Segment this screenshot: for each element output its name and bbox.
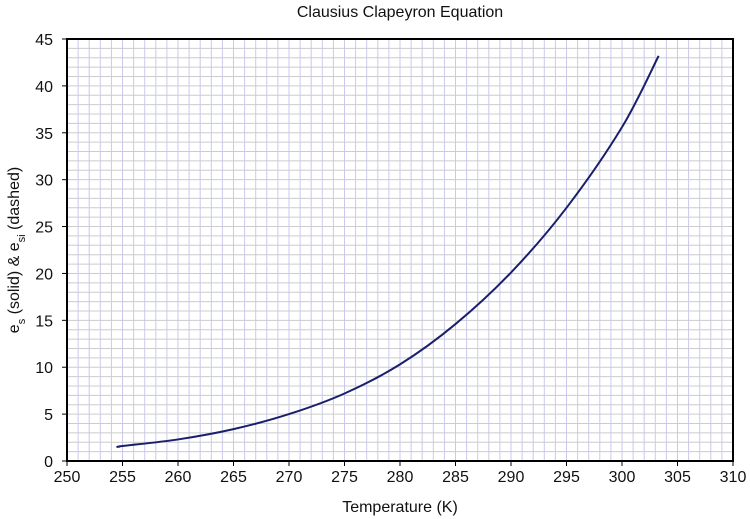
- x-tick-label: 295: [553, 469, 580, 486]
- x-tick-label: 265: [220, 469, 247, 486]
- x-tick-label: 305: [664, 469, 691, 486]
- y-tick-label: 5: [44, 407, 53, 424]
- x-tick-label: 285: [442, 469, 469, 486]
- x-axis-ticks: 250 255 260 265 270 275 280 285 290 295 300 305 310: [54, 461, 747, 486]
- grid-lines: [66, 38, 734, 462]
- y-tick-label: 0: [44, 454, 53, 471]
- x-tick-label: 275: [331, 469, 358, 486]
- y-tick-label: 45: [35, 32, 53, 49]
- x-tick-label: 290: [498, 469, 525, 486]
- es-solid-series-line: [116, 55, 660, 448]
- plot-area: [116, 55, 660, 448]
- x-tick-label: 260: [165, 469, 192, 486]
- x-tick-label: 255: [109, 469, 136, 486]
- y-tick-label: 10: [35, 360, 53, 377]
- y-tick-label: 40: [35, 79, 53, 96]
- x-tick-label: 310: [720, 469, 747, 486]
- x-tick-label: 270: [276, 469, 303, 486]
- y-tick-label: 35: [35, 126, 53, 143]
- y-axis-ticks: 0 5 10 15 20 25 30 35 40 45: [35, 32, 67, 471]
- y-axis-label: es (solid) & esi (dashed): [6, 167, 28, 333]
- x-tick-label: 300: [609, 469, 636, 486]
- chart-title: Clausius Clapeyron Equation: [297, 4, 503, 21]
- y-tick-label: 25: [35, 220, 53, 237]
- x-axis-label: Temperature (K): [342, 499, 458, 516]
- x-tick-label: 280: [387, 469, 414, 486]
- y-tick-label: 20: [35, 266, 53, 283]
- y-tick-label: 30: [35, 173, 53, 190]
- x-tick-label: 250: [54, 469, 81, 486]
- y-tick-label: 15: [35, 313, 53, 330]
